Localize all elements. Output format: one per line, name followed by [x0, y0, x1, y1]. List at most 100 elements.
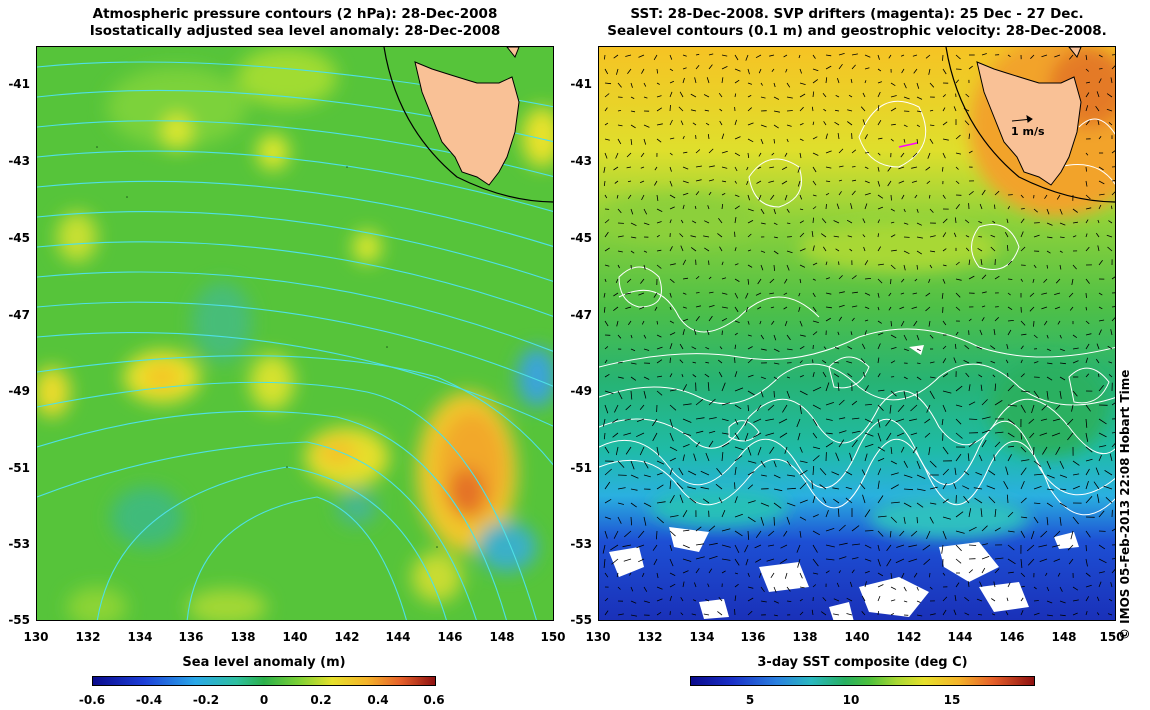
- velocity-arrow: [604, 93, 610, 98]
- velocity-arrow: [630, 138, 633, 145]
- velocity-arrow: [862, 234, 866, 238]
- velocity-arrow: [656, 264, 662, 269]
- velocity-arrow: [695, 316, 700, 322]
- velocity-arrow: [641, 572, 645, 577]
- velocity-arrow: [773, 516, 775, 526]
- velocity-arrow: [638, 54, 645, 58]
- velocity-arrow: [965, 93, 970, 98]
- velocity-arrow: [630, 334, 633, 339]
- velocity-arrow: [1020, 390, 1030, 393]
- velocity-arrow: [604, 247, 610, 252]
- velocity-arrow: [1007, 404, 1017, 407]
- velocity-arrow: [734, 466, 737, 476]
- velocity-arrow: [929, 376, 936, 379]
- velocity-arrow: [864, 319, 869, 322]
- velocity-arrow: [707, 583, 710, 588]
- velocity-arrow: [903, 82, 907, 89]
- velocity-arrow: [968, 65, 973, 70]
- velocity-arrow: [955, 544, 962, 552]
- velocity-arrow: [825, 203, 827, 210]
- velocity-arrow: [901, 194, 905, 200]
- velocity-arrow: [1020, 432, 1022, 440]
- velocity-arrow: [1098, 558, 1107, 564]
- velocity-arrow: [721, 54, 728, 57]
- velocity-arrow: [903, 376, 908, 380]
- velocity-arrow: [916, 138, 919, 144]
- y-tick: -53: [570, 537, 592, 551]
- velocity-arrow: [656, 516, 664, 524]
- velocity-arrow: [1106, 108, 1113, 112]
- sst-map: 1 m/s: [598, 46, 1116, 621]
- velocity-arrow: [695, 275, 700, 280]
- velocity-arrow: [781, 180, 788, 185]
- velocity-arrow: [851, 557, 859, 560]
- velocity-arrow: [786, 110, 793, 112]
- velocity-arrow: [953, 357, 957, 364]
- velocity-arrow: [786, 586, 791, 592]
- velocity-arrow: [978, 236, 983, 238]
- velocity-arrow: [1085, 458, 1093, 462]
- velocity-arrow: [912, 292, 918, 295]
- velocity-arrow: [942, 345, 947, 350]
- velocity-arrow: [990, 360, 996, 364]
- x-tick: 144: [947, 630, 973, 644]
- velocity-arrow: [942, 194, 946, 199]
- velocity-arrow: [964, 120, 970, 126]
- velocity-arrow: [630, 250, 635, 254]
- velocity-arrow: [833, 361, 840, 364]
- velocity-arrow: [708, 305, 715, 308]
- velocity-arrow: [771, 68, 775, 72]
- velocity-arrow: [669, 80, 675, 84]
- velocity-arrow: [679, 91, 684, 98]
- velocity-arrow: [760, 390, 764, 398]
- velocity-arrow: [1007, 205, 1011, 210]
- velocity-arrow: [617, 502, 624, 505]
- velocity-arrow: [643, 502, 652, 507]
- velocity-arrow: [981, 416, 991, 420]
- velocity-arrow: [656, 320, 658, 325]
- x-tick: 130: [23, 630, 49, 644]
- velocity-arrow: [680, 120, 684, 126]
- velocity-arrow: [955, 54, 961, 60]
- sea-level-anomaly-map: [36, 46, 554, 621]
- velocity-arrow: [653, 54, 658, 61]
- left-title-line1: Atmospheric pressure contours (2 hPa): 2…: [92, 6, 498, 22]
- velocity-arrow: [851, 149, 857, 154]
- velocity-arrow: [612, 418, 619, 424]
- velocity-arrow: [928, 68, 931, 75]
- velocity-arrow: [760, 124, 767, 128]
- velocity-arrow: [916, 516, 918, 524]
- velocity-arrow: [1108, 122, 1113, 126]
- velocity-arrow: [669, 180, 673, 187]
- velocity-arrow: [734, 404, 742, 410]
- velocity-arrow: [773, 208, 776, 215]
- velocity-arrow: [734, 446, 744, 451]
- velocity-arrow: [1020, 480, 1025, 490]
- velocity-arrow: [1020, 558, 1023, 568]
- velocity-arrow: [695, 165, 702, 168]
- velocity-arrow: [812, 495, 816, 504]
- velocity-arrow: [877, 180, 881, 187]
- velocity-arrow: [718, 596, 723, 602]
- velocity-arrow: [656, 68, 658, 74]
- velocity-arrow: [630, 390, 633, 400]
- velocity-arrow: [773, 362, 780, 365]
- velocity-arrow: [968, 544, 977, 546]
- x-tick: 150: [1099, 630, 1125, 644]
- velocity-arrow: [929, 82, 935, 88]
- velocity-arrow: [617, 138, 622, 145]
- velocity-arrow: [643, 516, 647, 526]
- velocity-arrow: [773, 138, 775, 144]
- velocity-arrow: [678, 106, 684, 112]
- velocity-arrow: [886, 544, 892, 551]
- colorbar-tick: 5: [745, 693, 755, 707]
- velocity-arrow: [913, 572, 918, 578]
- velocity-arrow: [850, 331, 853, 336]
- velocity-arrow: [1085, 357, 1088, 364]
- velocity-arrow: [1085, 558, 1088, 567]
- velocity-arrow: [811, 609, 814, 616]
- velocity-arrow: [625, 54, 632, 57]
- velocity-arrow: [669, 206, 675, 210]
- velocity-arrow: [773, 82, 776, 88]
- velocity-arrow: [837, 382, 840, 392]
